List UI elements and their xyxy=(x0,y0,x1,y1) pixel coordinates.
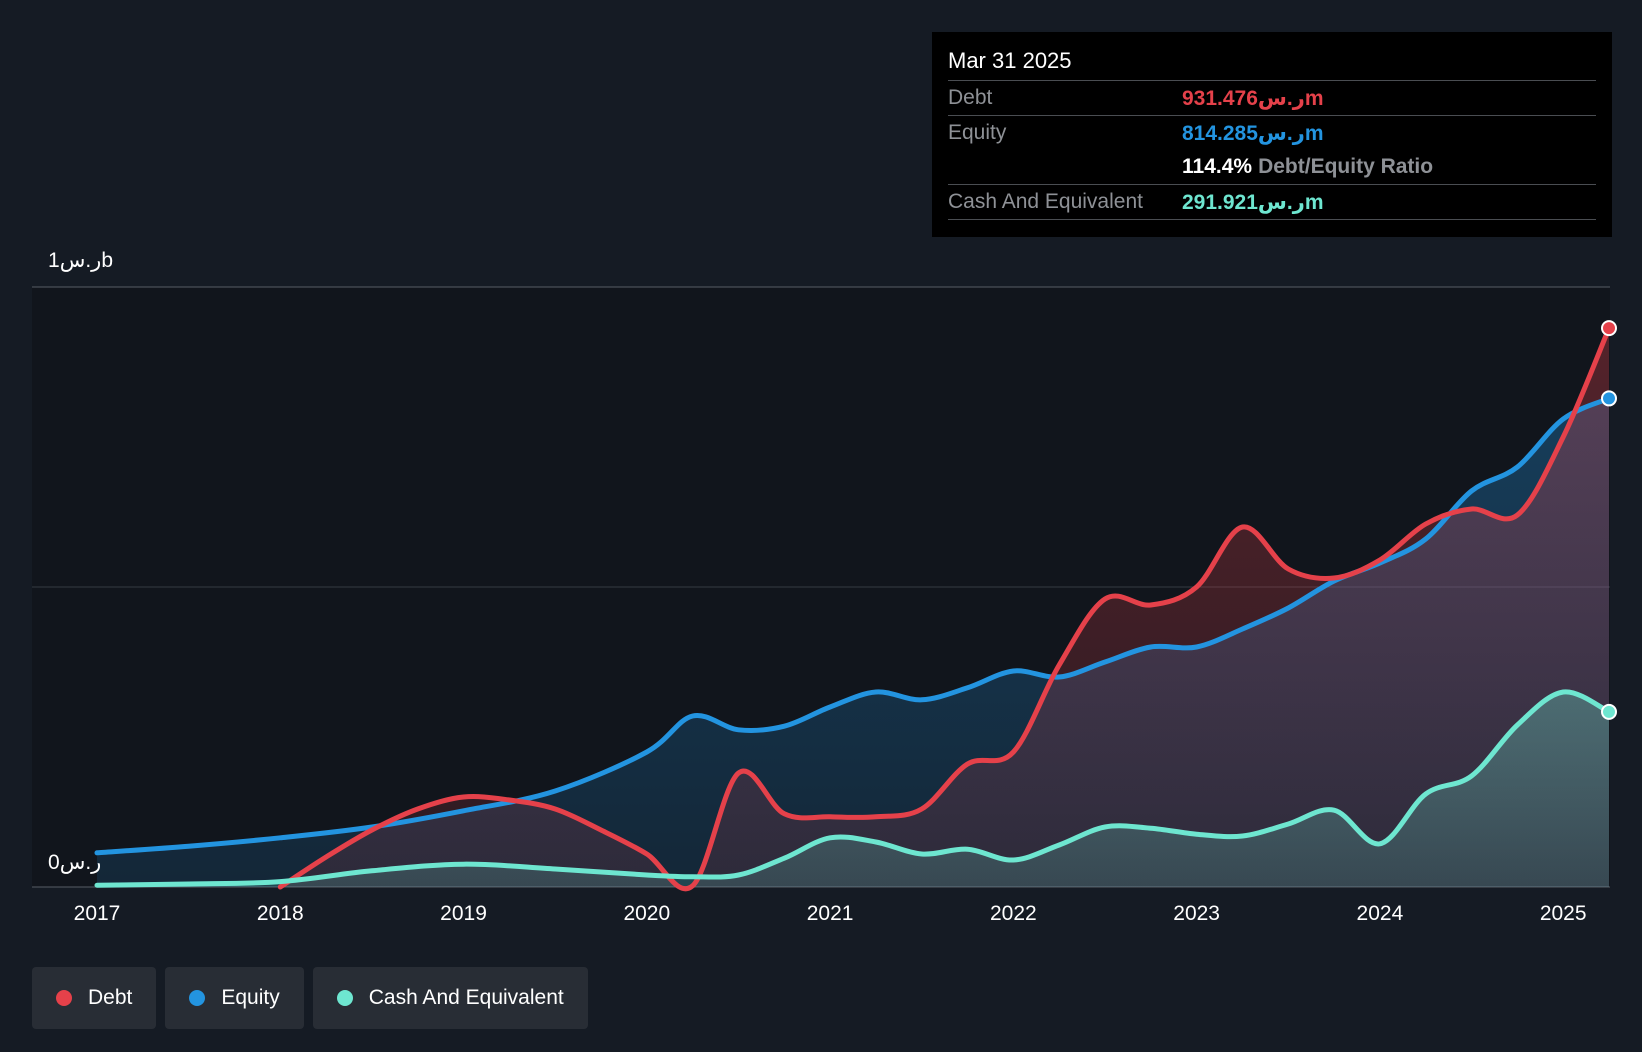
x-tick-label: 2020 xyxy=(623,902,670,925)
tooltip-ratio-row: 114.4% Debt/Equity Ratio xyxy=(948,150,1596,184)
legend-label-debt: Debt xyxy=(88,986,133,1009)
tooltip-debt-label: Debt xyxy=(948,86,993,109)
legend-item-cash[interactable]: Cash And Equivalent xyxy=(312,967,588,1029)
legend-item-debt[interactable]: Debt xyxy=(32,967,157,1029)
x-tick-label: 2021 xyxy=(807,902,854,925)
equity-end-marker xyxy=(1601,390,1617,407)
legend-label-equity: Equity xyxy=(221,986,280,1009)
tooltip-cash-label: Cash And Equivalent xyxy=(948,190,1143,213)
y-axis-top-label: 1ر.سb xyxy=(48,249,113,272)
equity-dot-icon xyxy=(189,990,206,1006)
cash-dot-icon xyxy=(336,990,353,1006)
data-tooltip: Mar 31 2025 Debt 931.476ر.سm Equity 814.… xyxy=(932,32,1612,237)
tooltip-equity-value: 814.285ر.سm xyxy=(1182,121,1324,145)
x-tick-label: 2019 xyxy=(440,902,487,925)
debt-area xyxy=(280,328,1609,889)
tooltip-equity-label: Equity xyxy=(948,121,1007,144)
tooltip-equity-row: Equity 814.285ر.سm xyxy=(948,115,1596,150)
tooltip-cash-row: Cash And Equivalent 291.921ر.سm xyxy=(948,184,1596,220)
debt-end-marker xyxy=(1601,320,1617,337)
tooltip-cash-value: 291.921ر.سm xyxy=(1182,190,1324,214)
x-tick-label: 2018 xyxy=(257,902,304,925)
legend-label-cash: Cash And Equivalent xyxy=(368,986,564,1009)
tooltip-date: Mar 31 2025 xyxy=(948,48,1072,73)
x-tick-label: 2024 xyxy=(1357,902,1404,925)
equity-line xyxy=(94,395,1612,856)
chart-legend: Debt Equity Cash And Equivalent xyxy=(32,967,597,1029)
legend-item-equity[interactable]: Equity xyxy=(165,967,304,1029)
x-tick-label: 2025 xyxy=(1540,902,1587,925)
x-tick-label: 2022 xyxy=(990,902,1037,925)
tooltip-debt-row: Debt 931.476ر.سm xyxy=(948,80,1596,115)
x-tick-label: 2023 xyxy=(1173,902,1220,925)
y-axis-bottom-label: 0ر.س xyxy=(48,851,102,874)
debt-dot-icon xyxy=(56,990,72,1006)
cash-line xyxy=(94,689,1612,888)
tooltip-debt-value: 931.476ر.سm xyxy=(1182,86,1324,110)
cash-end-marker xyxy=(1601,703,1617,720)
tooltip-ratio-value: 114.4% xyxy=(1182,155,1253,178)
tooltip-ratio-label: Debt/Equity Ratio xyxy=(1258,155,1434,178)
debt-line xyxy=(277,325,1612,892)
x-tick-label: 2017 xyxy=(74,902,121,925)
